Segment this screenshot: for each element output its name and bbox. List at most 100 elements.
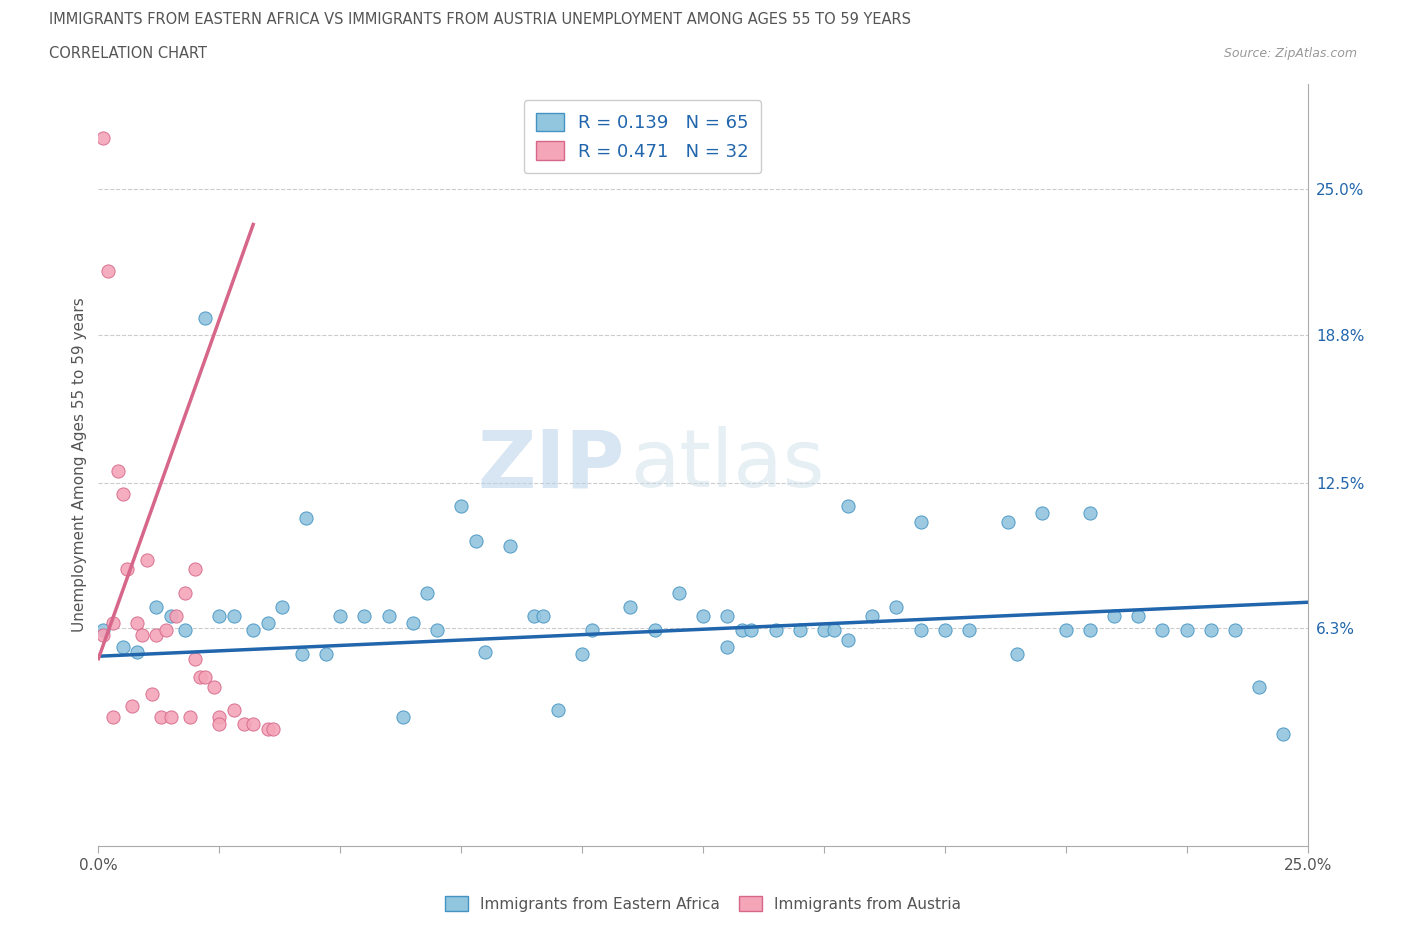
Point [416,586,439,601]
Point [1223,623,1246,638]
Point [957,623,980,638]
Point [91,628,114,643]
Point [107,463,129,478]
Point [740,623,762,638]
Point [886,600,908,615]
Point [145,628,167,643]
Point [184,562,207,577]
Point [910,515,932,530]
Point [997,515,1019,530]
Point [295,511,318,525]
Point [256,616,278,631]
Point [222,703,245,718]
Point [823,623,845,638]
Point [531,609,554,624]
Point [619,600,641,615]
Point [121,698,143,713]
Point [329,609,352,624]
Point [222,609,245,624]
Point [474,644,496,659]
Point [174,623,197,638]
Point [1054,623,1077,638]
Point [1152,623,1174,638]
Point [644,623,666,638]
Point [1031,506,1053,521]
Point [127,616,149,631]
Point [765,623,787,638]
Point [174,586,197,601]
Point [204,679,226,694]
Point [91,623,114,638]
Point [1007,646,1029,661]
Point [232,717,254,732]
Text: ZIP: ZIP [477,426,624,504]
Point [131,628,153,643]
Text: IMMIGRANTS FROM EASTERN AFRICA VS IMMIGRANTS FROM AUSTRIA UNEMPLOYMENT AMONG AGE: IMMIGRANTS FROM EASTERN AFRICA VS IMMIGR… [49,12,911,27]
Point [910,623,932,638]
Point [1249,679,1271,694]
Point [523,609,546,624]
Point [290,646,312,661]
Point [256,722,278,737]
Point [91,130,114,145]
Legend: R = 0.139   N = 65, R = 0.471   N = 32: R = 0.139 N = 65, R = 0.471 N = 32 [524,100,761,173]
Point [117,562,139,577]
Point [141,686,163,701]
Y-axis label: Unemployment Among Ages 55 to 59 years: Unemployment Among Ages 55 to 59 years [72,298,87,632]
Point [837,498,859,513]
Point [860,609,883,624]
Point [97,264,120,279]
Point [1272,726,1295,741]
Point [160,609,183,624]
Point [377,609,399,624]
Point [150,710,173,724]
Point [813,623,835,638]
Point [208,609,231,624]
Point [315,646,337,661]
Point [692,609,714,624]
Point [1078,623,1101,638]
Point [179,710,201,724]
Point [426,623,449,638]
Point [194,670,217,684]
Point [208,710,231,724]
Point [392,710,415,724]
Point [208,717,231,732]
Point [1199,623,1222,638]
Point [165,609,187,624]
Text: atlas: atlas [630,426,825,504]
Point [184,651,207,666]
Point [1128,609,1150,624]
Text: CORRELATION CHART: CORRELATION CHART [49,46,207,61]
Point [464,534,486,549]
Point [1175,623,1198,638]
Point [581,623,603,638]
Point [402,616,425,631]
Point [547,703,569,718]
Point [127,644,149,659]
Point [101,710,124,724]
Point [668,586,690,601]
Point [571,646,593,661]
Point [262,722,284,737]
Point [498,538,520,553]
Point [934,623,956,638]
Point [837,632,859,647]
Point [789,623,811,638]
Point [716,640,738,655]
Point [188,670,211,684]
Point [353,609,375,624]
Point [716,609,738,624]
Point [242,717,264,732]
Point [101,616,124,631]
Point [194,311,217,325]
Text: Source: ZipAtlas.com: Source: ZipAtlas.com [1223,46,1357,60]
Point [135,552,157,567]
Point [1102,609,1125,624]
Point [155,623,177,638]
Point [160,710,183,724]
Point [731,623,754,638]
Point [242,623,264,638]
Point [1078,506,1101,521]
Point [271,600,294,615]
